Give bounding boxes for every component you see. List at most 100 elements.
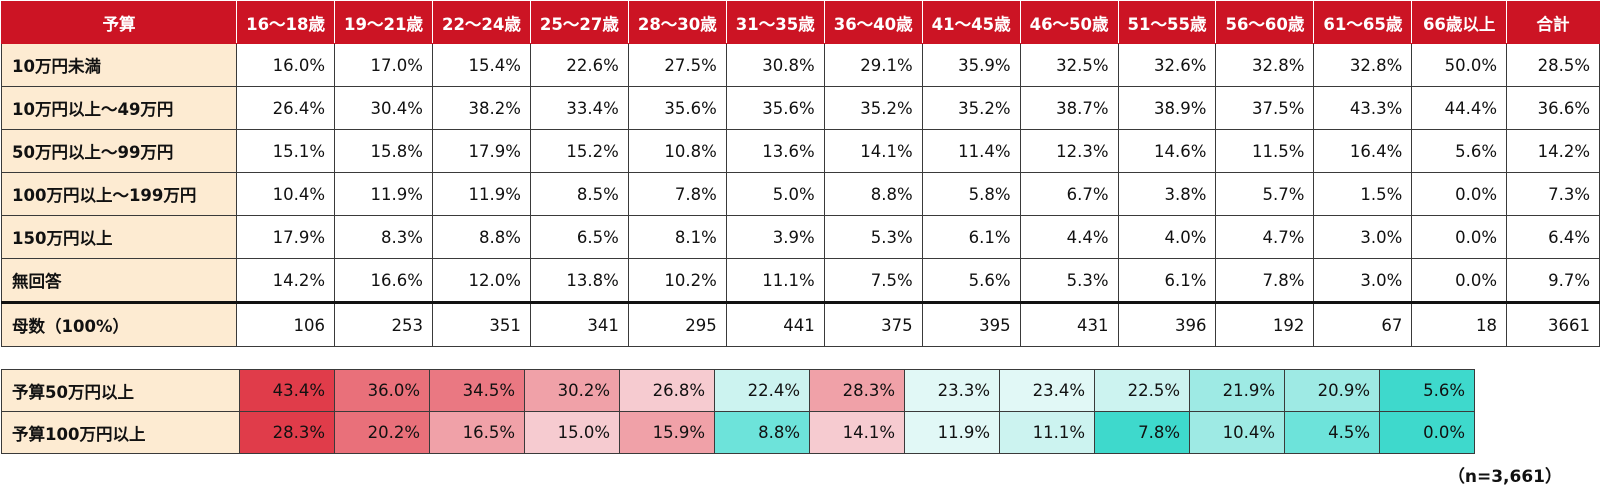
summary-cell: 26.8% bbox=[619, 369, 715, 412]
data-cell: 14.2% bbox=[1506, 129, 1600, 173]
data-cell: 14.2% bbox=[236, 258, 336, 303]
data-cell: 35.6% bbox=[725, 86, 825, 130]
data-cell: 38.7% bbox=[1019, 86, 1119, 130]
row-label: 10万円以上～49万円 bbox=[0, 86, 238, 130]
data-cell: 15.2% bbox=[529, 129, 629, 173]
data-cell: 3661 bbox=[1506, 301, 1600, 347]
data-cell: 15.8% bbox=[334, 129, 433, 173]
header-cell: 31～35歳 bbox=[725, 1, 825, 44]
data-cell: 441 bbox=[725, 301, 825, 347]
data-cell: 11.9% bbox=[431, 172, 531, 216]
data-cell: 35.2% bbox=[823, 86, 923, 130]
data-cell: 3.9% bbox=[725, 215, 825, 259]
row-label: 10万円未満 bbox=[0, 43, 238, 87]
data-cell: 32.5% bbox=[1019, 43, 1119, 87]
data-cell: 16.4% bbox=[1313, 129, 1413, 173]
summary-cell: 36.0% bbox=[334, 369, 430, 412]
summary-cell: 4.5% bbox=[1284, 411, 1380, 454]
summary-cell: 11.1% bbox=[999, 411, 1095, 454]
summary-cell: 21.9% bbox=[1189, 369, 1285, 412]
data-cell: 16.0% bbox=[236, 43, 336, 87]
header-cell: 61～65歳 bbox=[1313, 1, 1413, 44]
data-cell: 11.1% bbox=[725, 258, 825, 303]
header-cell: 19～21歳 bbox=[334, 1, 433, 44]
header-cell: 41～45歳 bbox=[921, 1, 1021, 44]
data-cell: 11.4% bbox=[921, 129, 1021, 173]
data-cell: 3.8% bbox=[1117, 172, 1217, 216]
header-cell: 56～60歳 bbox=[1215, 1, 1315, 44]
header-cell: 46～50歳 bbox=[1019, 1, 1119, 44]
data-cell: 11.9% bbox=[334, 172, 433, 216]
data-cell: 17.9% bbox=[431, 129, 531, 173]
table-row: 50万円以上～99万円 15.1% 15.8% 17.9% 15.2% 10.8% 13.6… bbox=[0, 129, 1600, 173]
summary-cell: 20.9% bbox=[1284, 369, 1380, 412]
header-cell: 28～30歳 bbox=[627, 1, 727, 44]
summary-cell: 16.5% bbox=[429, 411, 525, 454]
data-cell: 10.8% bbox=[627, 129, 727, 173]
row-label: 100万円以上～199万円 bbox=[0, 172, 238, 216]
data-cell: 396 bbox=[1117, 301, 1217, 347]
data-cell: 37.5% bbox=[1215, 86, 1315, 130]
data-cell: 4.4% bbox=[1019, 215, 1119, 259]
summary-cell: 10.4% bbox=[1189, 411, 1285, 454]
data-cell: 5.0% bbox=[725, 172, 825, 216]
header-cell: 合計 bbox=[1506, 1, 1600, 44]
row-label: 150万円以上 bbox=[0, 215, 238, 259]
summary-cell: 23.4% bbox=[999, 369, 1095, 412]
summary-cell: 0.0% bbox=[1379, 411, 1475, 454]
data-cell: 253 bbox=[334, 301, 433, 347]
data-cell: 5.3% bbox=[1019, 258, 1119, 303]
data-cell: 10.4% bbox=[236, 172, 336, 216]
data-cell: 17.9% bbox=[236, 215, 336, 259]
table-row: 無回答 14.2% 16.6% 12.0% 13.8% 10.2% 11.1% 7.5% 5.6… bbox=[0, 258, 1600, 303]
data-cell: 0.0% bbox=[1411, 215, 1508, 259]
row-label: 50万円以上～99万円 bbox=[0, 129, 238, 173]
data-cell: 8.1% bbox=[627, 215, 727, 259]
data-cell: 29.1% bbox=[823, 43, 923, 87]
data-cell: 44.4% bbox=[1411, 86, 1508, 130]
data-cell: 5.3% bbox=[823, 215, 923, 259]
data-cell: 33.4% bbox=[529, 86, 629, 130]
row-label: 無回答 bbox=[0, 258, 238, 303]
data-cell: 13.8% bbox=[529, 258, 629, 303]
row-label: 母数（100%） bbox=[0, 301, 238, 347]
summary-cell: 15.0% bbox=[524, 411, 620, 454]
data-cell: 32.8% bbox=[1215, 43, 1315, 87]
data-cell: 192 bbox=[1215, 301, 1315, 347]
header-cell: 36～40歳 bbox=[823, 1, 923, 44]
data-cell: 16.6% bbox=[334, 258, 433, 303]
summary-row: 予算100万円以上 28.3% 20.2% 16.5% 15.0% 15.9% 8.8% 14… bbox=[1, 411, 1475, 454]
header-cell: 22～24歳 bbox=[431, 1, 531, 44]
data-cell: 32.8% bbox=[1313, 43, 1413, 87]
data-cell: 11.5% bbox=[1215, 129, 1315, 173]
summary-cell: 8.8% bbox=[714, 411, 810, 454]
header-cell: 66歳以上 bbox=[1411, 1, 1508, 44]
summary-cell: 11.9% bbox=[904, 411, 1000, 454]
data-cell: 50.0% bbox=[1411, 43, 1508, 87]
summary-cell: 14.1% bbox=[809, 411, 905, 454]
data-cell: 10.2% bbox=[627, 258, 727, 303]
sample-size-note: （n=3,661） bbox=[1447, 467, 1562, 487]
data-cell: 0.0% bbox=[1411, 258, 1508, 303]
data-cell: 8.8% bbox=[431, 215, 531, 259]
data-cell: 36.6% bbox=[1506, 86, 1600, 130]
data-cell: 17.0% bbox=[334, 43, 433, 87]
summary-cell: 28.3% bbox=[239, 411, 335, 454]
summary-label: 予算100万円以上 bbox=[1, 411, 240, 454]
data-cell: 30.8% bbox=[725, 43, 825, 87]
data-cell: 28.5% bbox=[1506, 43, 1600, 87]
data-cell: 3.0% bbox=[1313, 215, 1413, 259]
summary-cell: 23.3% bbox=[904, 369, 1000, 412]
summary-table: 予算50万円以上 43.4% 36.0% 34.5% 30.2% 26.8% 22.4% 28… bbox=[1, 369, 1475, 454]
summary-label: 予算50万円以上 bbox=[1, 369, 240, 412]
data-cell: 7.8% bbox=[1215, 258, 1315, 303]
data-cell: 35.2% bbox=[921, 86, 1021, 130]
data-cell: 32.6% bbox=[1117, 43, 1217, 87]
data-cell: 67 bbox=[1313, 301, 1413, 347]
data-cell: 4.0% bbox=[1117, 215, 1217, 259]
data-cell: 295 bbox=[627, 301, 727, 347]
data-cell: 22.6% bbox=[529, 43, 629, 87]
summary-cell: 43.4% bbox=[239, 369, 335, 412]
summary-cell: 15.9% bbox=[619, 411, 715, 454]
data-cell: 43.3% bbox=[1313, 86, 1413, 130]
